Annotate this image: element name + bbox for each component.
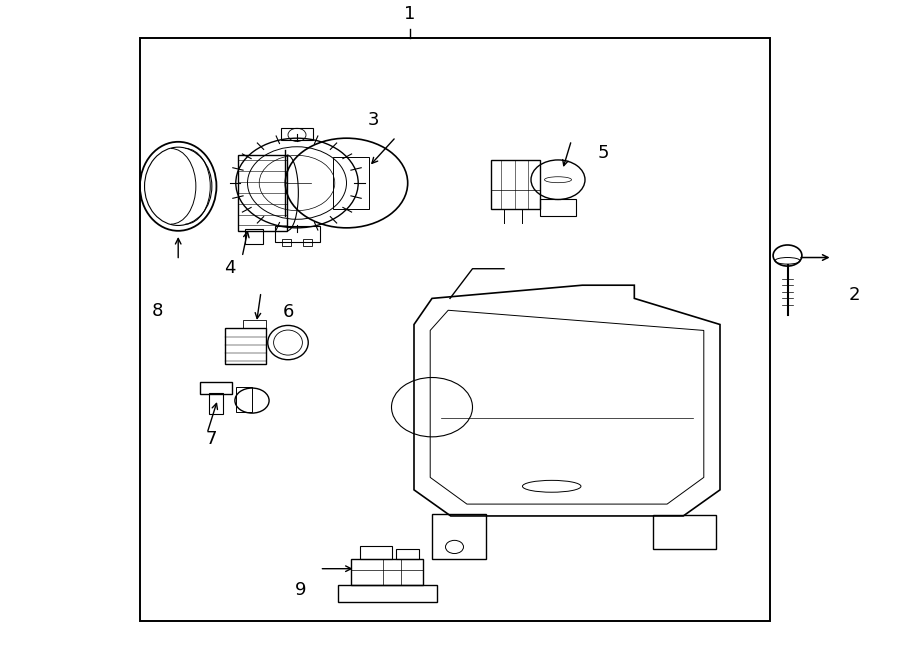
Bar xyxy=(338,585,436,602)
Bar xyxy=(432,514,486,559)
Bar xyxy=(140,38,770,621)
Bar xyxy=(274,226,320,243)
Bar xyxy=(281,128,313,140)
Bar xyxy=(200,382,232,394)
Bar xyxy=(491,160,540,210)
Bar xyxy=(282,239,291,246)
Bar xyxy=(396,549,418,559)
Bar xyxy=(225,328,266,364)
Text: 7: 7 xyxy=(206,430,217,448)
Text: 8: 8 xyxy=(152,301,163,320)
Bar xyxy=(652,515,716,549)
Bar xyxy=(236,387,252,412)
Bar xyxy=(333,157,369,210)
Text: 5: 5 xyxy=(598,144,608,163)
Text: 2: 2 xyxy=(849,286,860,304)
Bar xyxy=(243,320,266,328)
Bar xyxy=(351,559,423,585)
Bar xyxy=(245,229,263,244)
Bar xyxy=(238,155,287,231)
Text: 6: 6 xyxy=(283,303,293,321)
Bar xyxy=(209,393,223,414)
Bar xyxy=(540,200,576,216)
Bar xyxy=(303,239,312,246)
Text: 4: 4 xyxy=(224,259,235,277)
Text: 3: 3 xyxy=(368,112,379,130)
Bar xyxy=(360,545,392,559)
Text: 9: 9 xyxy=(294,581,306,599)
Text: 1: 1 xyxy=(404,5,415,23)
